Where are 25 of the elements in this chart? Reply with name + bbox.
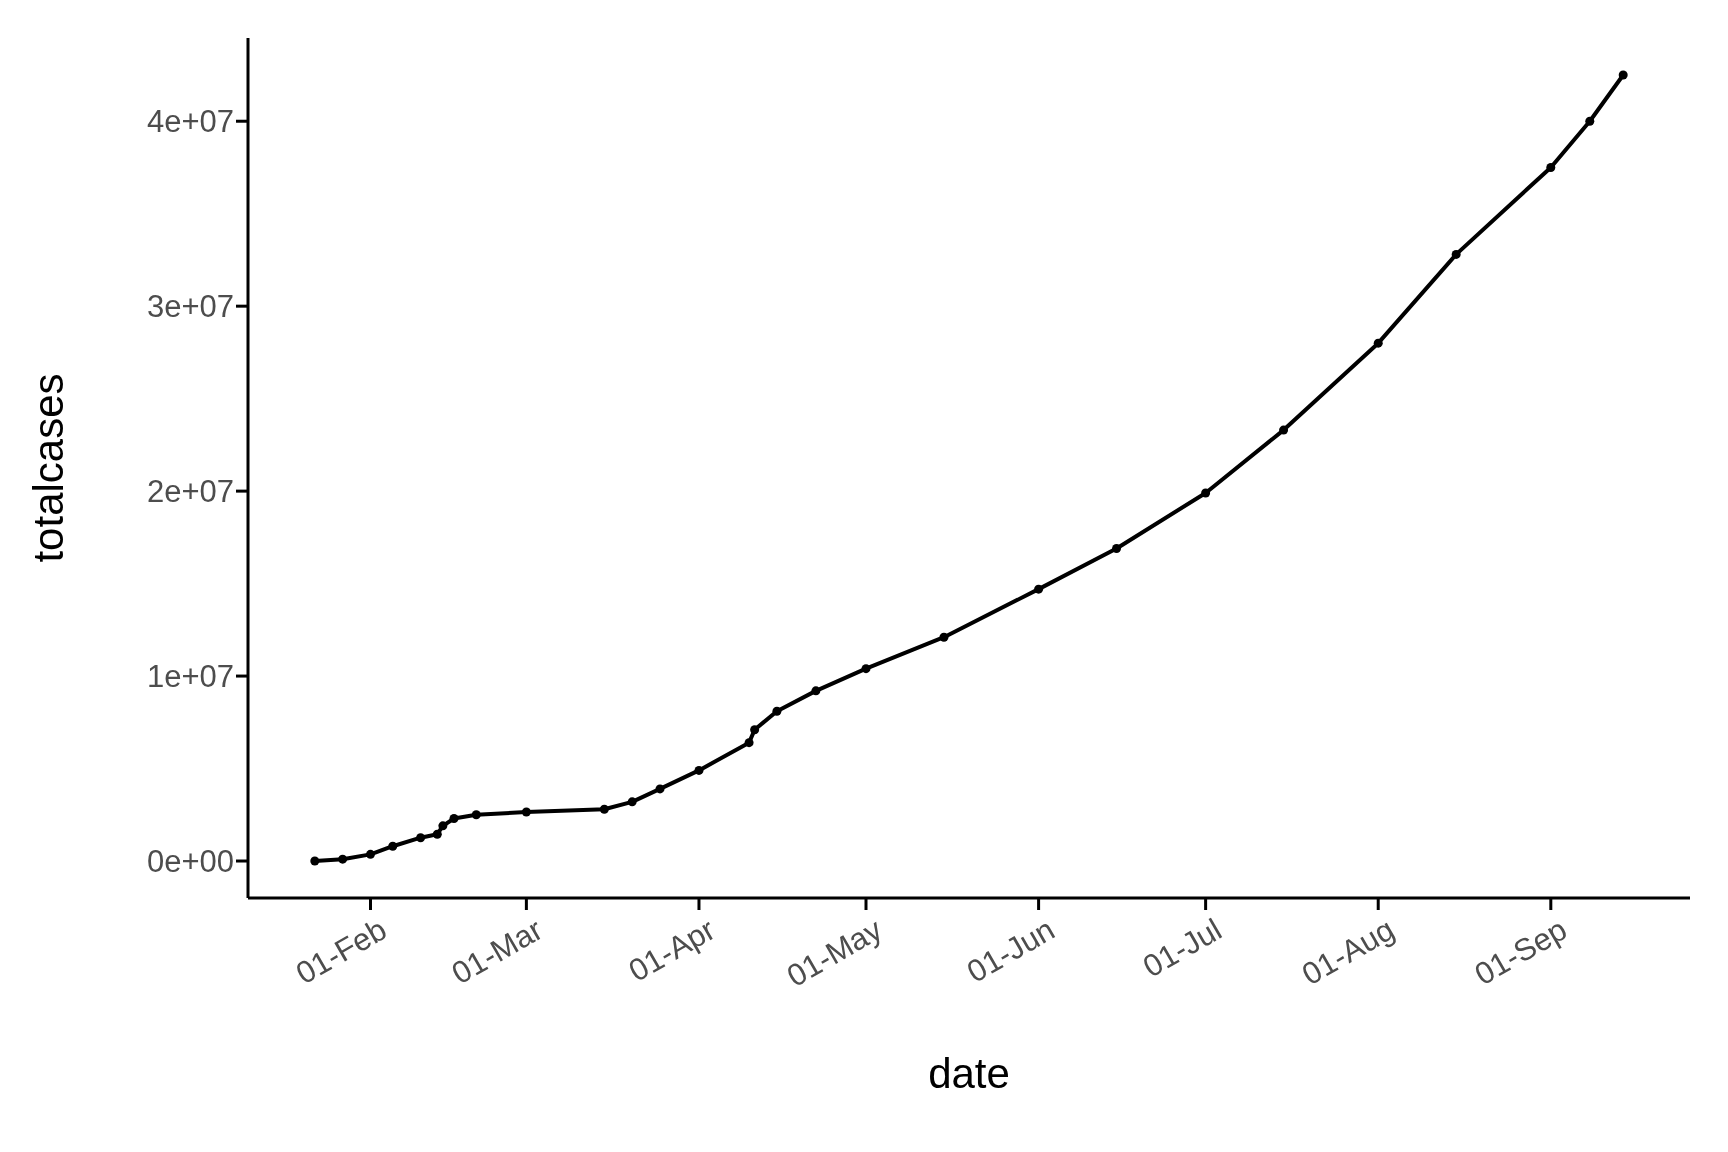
point (471, 810, 481, 820)
point (1201, 488, 1211, 498)
point (1618, 70, 1628, 80)
point (416, 833, 426, 843)
y-tick-label: 4e+07 (146, 104, 234, 140)
y-tick-label: 1e+07 (146, 659, 234, 695)
point (1451, 249, 1461, 259)
y-tick-label: 3e+07 (146, 289, 234, 325)
point (438, 821, 448, 831)
y-tick-label: 2e+07 (146, 474, 234, 510)
point (1034, 584, 1044, 594)
x-axis-title: date (928, 1050, 1010, 1097)
point (449, 813, 459, 823)
point (1585, 116, 1595, 126)
point (1546, 162, 1556, 172)
point (1279, 425, 1289, 435)
y-axis-title: totalcases (24, 373, 72, 563)
point (388, 841, 398, 851)
point (1373, 338, 1383, 348)
point (338, 854, 348, 864)
y-tick-label: 0e+00 (146, 844, 234, 880)
point (432, 829, 442, 839)
point (310, 856, 320, 866)
point (1112, 543, 1122, 553)
point (365, 849, 375, 859)
